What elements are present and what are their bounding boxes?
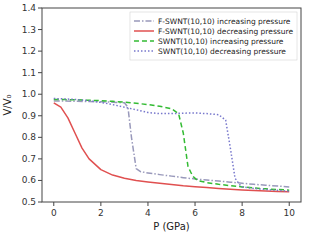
y-tick-label: 1.2 [22,46,36,56]
legend-box [130,12,297,60]
x-tick [289,202,290,206]
legend-label: F-SWNT(10,10) increasing pressure [158,17,291,26]
x-tick-label: 2 [98,208,104,218]
legend: F-SWNT(10,10) increasing pressureF-SWNT(… [130,12,297,60]
legend-swatch [134,40,154,42]
legend-swatch [134,20,154,22]
y-tick-label: 1.3 [22,25,36,35]
chart: 0 2 4 6 8 10 0.5 0.6 0.7 0.8 0.9 1.0 1.1 1.2 1.3 1.4 P (… [0,0,309,236]
y-tick-label: 1.4 [22,3,37,13]
x-tick-label: 0 [51,208,57,218]
series-line [54,103,289,192]
lines [54,99,289,192]
x-tick [242,202,243,206]
y-tick-label: 0.8 [22,132,37,142]
y-tick [38,180,42,181]
x-tick-label: 6 [192,208,198,218]
y-tick [38,94,42,95]
x-tick [100,202,101,206]
y-tick [38,72,42,73]
y-tick [38,158,42,159]
legend-label: SWNT(10,10) decreasing pressure [158,47,286,56]
y-tick [38,202,42,203]
legend-swatch [134,30,154,32]
x-tick [147,202,148,206]
x-axis-label: P (GPa) [153,221,190,232]
y-tick-label: 0.7 [22,154,36,164]
y-tick [38,137,42,138]
y-tick-label: 0.5 [22,197,36,207]
y-tick-label: 1.0 [22,89,37,99]
x-tick [195,202,196,206]
series-line [54,99,289,192]
y-tick [38,51,42,52]
x-tick-label: 10 [284,208,296,218]
x-tick-label: 8 [239,208,245,218]
y-tick [38,115,42,116]
plot-frame [42,8,301,202]
y-tick-label: 0.9 [22,111,37,121]
legend-label: F-SWNT(10,10) decreasing pressure [158,27,293,36]
y-tick-label: 1.1 [22,68,36,78]
y-tick [38,29,42,30]
x-tick-label: 4 [145,208,151,218]
y-tick [38,8,42,9]
y-axis-label: V/V₀ [2,94,13,115]
legend-swatch [134,50,154,52]
y-tick-label: 0.6 [22,175,37,185]
x-tick [53,202,54,206]
legend-label: SWNT(10,10) increasing pressure [158,37,284,46]
